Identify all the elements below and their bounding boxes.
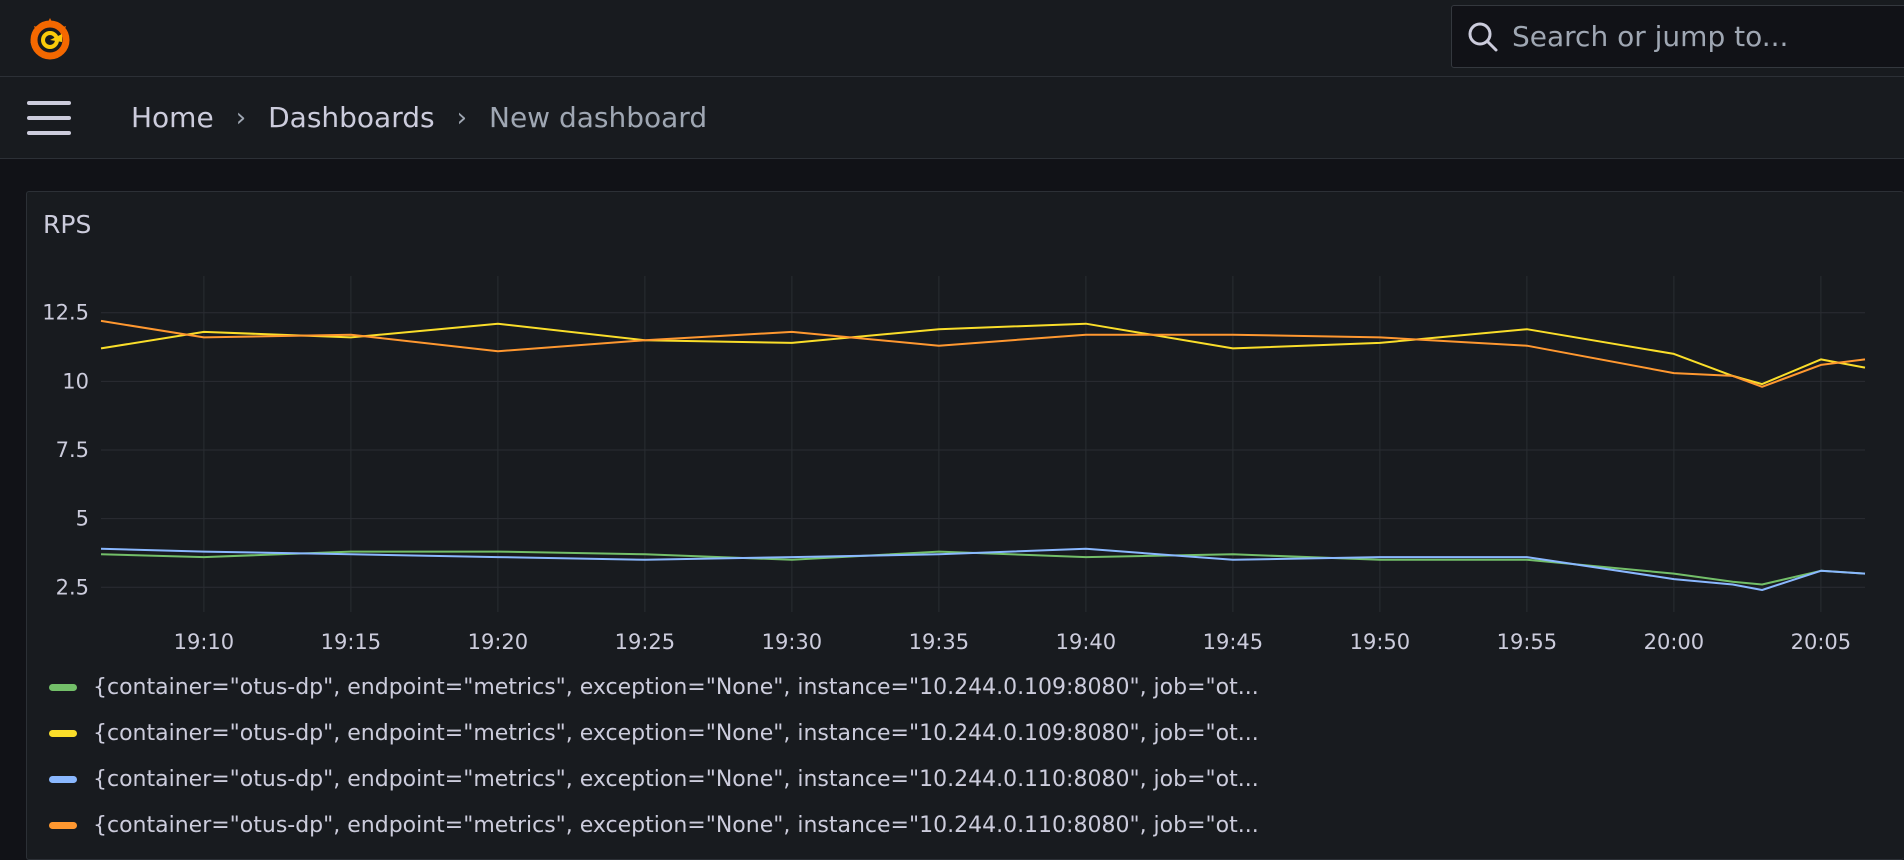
breadcrumb-home[interactable]: Home: [131, 101, 214, 134]
y-tick-label: 5: [76, 507, 89, 531]
x-tick-label: 19:50: [1350, 630, 1411, 654]
search-input[interactable]: [1510, 19, 1894, 54]
legend-swatch: [49, 775, 77, 783]
legend-label: {container="otus-dp", endpoint="metrics"…: [93, 674, 1259, 700]
legend-label: {container="otus-dp", endpoint="metrics"…: [93, 766, 1259, 792]
breadcrumb-bar: Home › Dashboards › New dashboard: [0, 77, 1904, 159]
x-tick-label: 19:20: [468, 630, 529, 654]
legend-swatch: [49, 683, 77, 691]
y-tick-label: 2.5: [56, 575, 89, 599]
x-tick-label: 19:45: [1203, 630, 1264, 654]
legend-label: {container="otus-dp", endpoint="metrics"…: [93, 720, 1259, 746]
legend-item-4[interactable]: {container="otus-dp", endpoint="metrics"…: [49, 802, 1549, 848]
chevron-right-icon: ›: [235, 102, 247, 133]
x-tick-label: 19:25: [615, 630, 676, 654]
series-line-4[interactable]: [100, 319, 1866, 388]
x-tick-label: 19:55: [1497, 630, 1558, 654]
series-line-1[interactable]: [100, 550, 1866, 586]
legend-item-3[interactable]: {container="otus-dp", endpoint="metrics"…: [49, 756, 1549, 802]
grafana-logo-icon[interactable]: [26, 14, 74, 62]
legend-item-2[interactable]: {container="otus-dp", endpoint="metrics"…: [49, 710, 1549, 756]
legend-label: {container="otus-dp", endpoint="metrics"…: [93, 812, 1259, 838]
search-icon: [1468, 22, 1498, 51]
rps-panel[interactable]: RPS 2.5 5 7.5 10 12.5 19:10 19:15 19:20 19:25 19:…: [26, 191, 1904, 860]
menu-icon[interactable]: [27, 100, 71, 135]
chart-legend: {container="otus-dp", endpoint="metrics"…: [49, 664, 1549, 848]
x-tick-label: 19:35: [909, 630, 970, 654]
x-tick-label: 19:30: [762, 630, 823, 654]
breadcrumb-current: New dashboard: [489, 101, 708, 134]
series-line-2[interactable]: [100, 322, 1866, 386]
x-tick-label: 19:10: [174, 630, 235, 654]
y-tick-label: 7.5: [56, 438, 89, 462]
legend-swatch: [49, 729, 77, 737]
chevron-right-icon: ›: [456, 102, 467, 133]
top-bar: [0, 0, 1904, 77]
x-tick-label: 20:05: [1791, 630, 1852, 654]
rps-chart[interactable]: 2.5 5 7.5 10 12.5 19:10 19:15 19:20 19:25 19:30 19…: [27, 192, 1904, 662]
legend-swatch: [49, 821, 77, 829]
y-tick-label: 12.5: [42, 301, 89, 325]
x-tick-label: 19:15: [321, 630, 382, 654]
y-tick-label: 10: [62, 369, 89, 393]
x-tick-label: 20:00: [1644, 630, 1705, 654]
panel-title: RPS: [43, 210, 92, 239]
series-line-3[interactable]: [100, 547, 1866, 591]
breadcrumb-dashboards[interactable]: Dashboards: [268, 101, 435, 134]
search-box[interactable]: [1451, 5, 1904, 68]
x-tick-label: 19:40: [1056, 630, 1117, 654]
breadcrumb: Home › Dashboards › New dashboard: [131, 101, 707, 134]
legend-item-1[interactable]: {container="otus-dp", endpoint="metrics"…: [49, 664, 1549, 710]
